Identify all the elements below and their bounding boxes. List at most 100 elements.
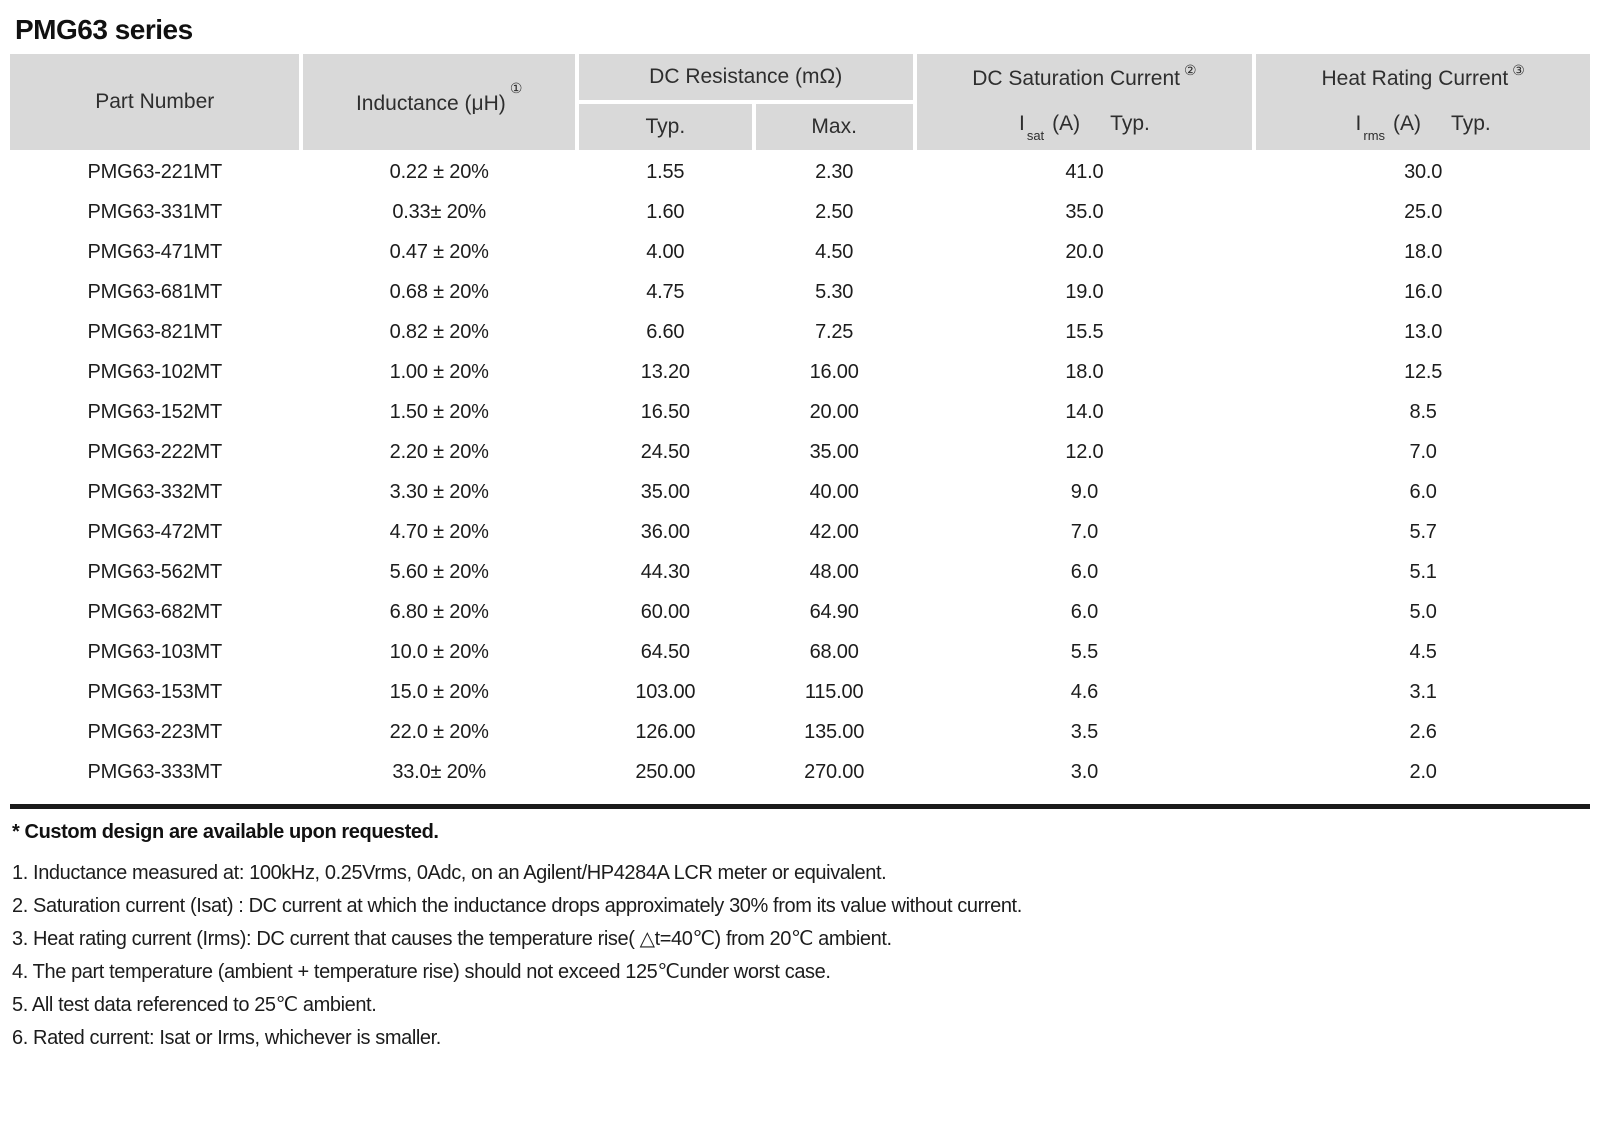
inductance-cell: 10.0 ± 20%	[389, 640, 489, 663]
table-row: PMG63-223MT 22.0 ± 20% 126.00 135.00 3.5…	[10, 714, 1590, 750]
irms-cell: 6.0	[1409, 480, 1437, 503]
custom-design-note: * Custom design are available upon reque…	[12, 821, 439, 843]
dcr-max-cell: 2.30	[815, 160, 854, 183]
irms-cell: 3.1	[1409, 680, 1437, 703]
dcr-max-cell: 35.00	[809, 440, 859, 463]
inductance-cell: 33.0± 20%	[392, 760, 487, 783]
dcr-typ-cell: 6.60	[646, 320, 685, 343]
table-row: PMG63-332MT 3.30 ± 20% 35.00 40.00 9.0 6…	[10, 474, 1590, 510]
dcr-typ-cell: 126.00	[635, 720, 696, 743]
part-number-cell: PMG63-471MT	[87, 240, 222, 263]
irms-cell: 5.1	[1409, 560, 1437, 583]
header-dc-resistance: DC Resistance (mΩ)	[578, 54, 913, 100]
table-row: PMG63-221MT 0.22 ± 20% 1.55 2.30 41.0 30…	[10, 154, 1590, 190]
part-number-cell: PMG63-472MT	[87, 520, 222, 543]
irms-cell: 5.7	[1409, 520, 1437, 543]
dcr-max-cell: 40.00	[809, 480, 859, 503]
isat-cell: 5.5	[1070, 640, 1098, 663]
header-saturation-label: DC Saturation Current	[972, 67, 1180, 90]
irms-cell: 4.5	[1409, 640, 1437, 663]
irms-typ-label: Typ.	[1451, 111, 1491, 135]
footnote-ref-3-icon: ③	[1512, 61, 1525, 78]
inductance-cell: 15.0 ± 20%	[389, 680, 489, 703]
table-body: PMG63-221MT 0.22 ± 20% 1.55 2.30 41.0 30…	[10, 154, 1590, 790]
part-number-cell: PMG63-682MT	[87, 600, 222, 623]
dcr-typ-cell: 36.00	[640, 520, 690, 543]
datasheet-page: PMG63 series Part Number Inductance (μH)…	[0, 14, 1600, 1123]
isat-cell: 41.0	[1065, 160, 1104, 183]
footnote-ref-1-icon: ①	[509, 79, 523, 96]
isat-typ-label: Typ.	[1110, 111, 1150, 135]
inductance-cell: 4.70 ± 20%	[389, 520, 489, 543]
part-number-cell: PMG63-332MT	[87, 480, 222, 503]
isat-cell: 6.0	[1070, 560, 1098, 583]
isat-cell: 7.0	[1070, 520, 1098, 543]
dcr-typ-cell: 1.60	[646, 200, 685, 223]
header-irms-sub: Irms (A) Typ.	[1256, 102, 1590, 148]
dcr-typ-cell: 16.50	[640, 400, 690, 423]
part-number-cell: PMG63-102MT	[87, 360, 222, 383]
dcr-max-cell: 20.00	[809, 400, 859, 423]
isat-cell: 14.0	[1065, 400, 1104, 423]
irms-cell: 13.0	[1404, 320, 1443, 343]
table-row: PMG63-562MT 5.60 ± 20% 44.30 48.00 6.0 5…	[10, 554, 1590, 590]
irms-cell: 2.0	[1409, 760, 1437, 783]
part-number-cell: PMG63-331MT	[87, 200, 222, 223]
table-row: PMG63-102MT 1.00 ± 20% 13.20 16.00 18.0 …	[10, 354, 1590, 390]
dcr-typ-cell: 250.00	[635, 760, 696, 783]
footnote-1: 1. Inductance measured at: 100kHz, 0.25V…	[12, 862, 887, 884]
inductance-cell: 0.22 ± 20%	[389, 160, 489, 183]
part-number-cell: PMG63-152MT	[87, 400, 222, 423]
table-row: PMG63-681MT 0.68 ± 20% 4.75 5.30 19.0 16…	[10, 274, 1590, 310]
table-row: PMG63-472MT 4.70 ± 20% 36.00 42.00 7.0 5…	[10, 514, 1590, 550]
spec-table: Part Number Inductance (μH)① DC Resistan…	[6, 50, 1594, 794]
part-number-cell: PMG63-103MT	[87, 640, 222, 663]
table-row: PMG63-222MT 2.20 ± 20% 24.50 35.00 12.0 …	[10, 434, 1590, 470]
footnote-5: 5. All test data referenced to 25℃ ambie…	[12, 994, 377, 1016]
dcr-typ-cell: 103.00	[635, 680, 696, 703]
dcr-max-cell: 2.50	[815, 200, 854, 223]
dcr-typ-cell: 13.20	[640, 360, 690, 383]
inductance-cell: 6.80 ± 20%	[389, 600, 489, 623]
isat-cell: 9.0	[1070, 480, 1098, 503]
header-dcr-max: Max.	[755, 104, 913, 150]
header-heat-rating-current: Heat Rating Current ③ Irms (A) Typ.	[1256, 54, 1590, 150]
dcr-max-cell: 5.30	[815, 280, 854, 303]
table-row: PMG63-471MT 0.47 ± 20% 4.00 4.50 20.0 18…	[10, 234, 1590, 270]
part-number-cell: PMG63-681MT	[87, 280, 222, 303]
irms-subscript: rms	[1363, 128, 1386, 144]
footnote-4: 4. The part temperature (ambient + tempe…	[12, 961, 831, 983]
table-header: Part Number Inductance (μH)① DC Resistan…	[10, 54, 1590, 150]
irms-cell: 16.0	[1404, 280, 1443, 303]
dcr-max-cell: 270.00	[804, 760, 865, 783]
dcr-max-cell: 7.25	[815, 320, 854, 343]
part-number-cell: PMG63-221MT	[87, 160, 222, 183]
header-dcr-typ-label: Typ.	[645, 115, 686, 138]
table-row: PMG63-682MT 6.80 ± 20% 60.00 64.90 6.0 5…	[10, 594, 1590, 630]
header-inductance-label: Inductance (μH)	[355, 91, 506, 115]
footnote-6: 6. Rated current: Isat or Irms, whicheve…	[12, 1027, 441, 1049]
footnote-2: 2. Saturation current (Isat) : DC curren…	[12, 895, 1022, 917]
dcr-typ-cell: 1.55	[646, 160, 685, 183]
dcr-typ-cell: 35.00	[640, 480, 690, 503]
isat-subscript: sat	[1026, 128, 1045, 144]
isat-cell: 4.6	[1070, 680, 1098, 703]
part-number-cell: PMG63-153MT	[87, 680, 222, 703]
isat-cell: 15.5	[1065, 320, 1104, 343]
isat-symbol: I	[1018, 111, 1025, 135]
dcr-typ-cell: 4.75	[646, 280, 685, 303]
irms-cell: 2.6	[1409, 720, 1437, 743]
header-dc-resistance-label: DC Resistance (mΩ)	[649, 65, 843, 88]
isat-cell: 18.0	[1065, 360, 1104, 383]
isat-cell: 35.0	[1065, 200, 1104, 223]
irms-cell: 8.5	[1409, 400, 1437, 423]
footnote-3: 3. Heat rating current (Irms): DC curren…	[12, 928, 892, 950]
header-heat-rating-label: Heat Rating Current	[1321, 67, 1509, 90]
header-dcr-max-label: Max.	[811, 115, 857, 138]
inductance-cell: 0.47 ± 20%	[389, 240, 489, 263]
header-dcr-typ: Typ.	[578, 104, 752, 150]
irms-cell: 5.0	[1409, 600, 1437, 623]
dcr-typ-cell: 24.50	[640, 440, 690, 463]
irms-cell: 7.0	[1409, 440, 1437, 463]
irms-cell: 12.5	[1404, 360, 1443, 383]
